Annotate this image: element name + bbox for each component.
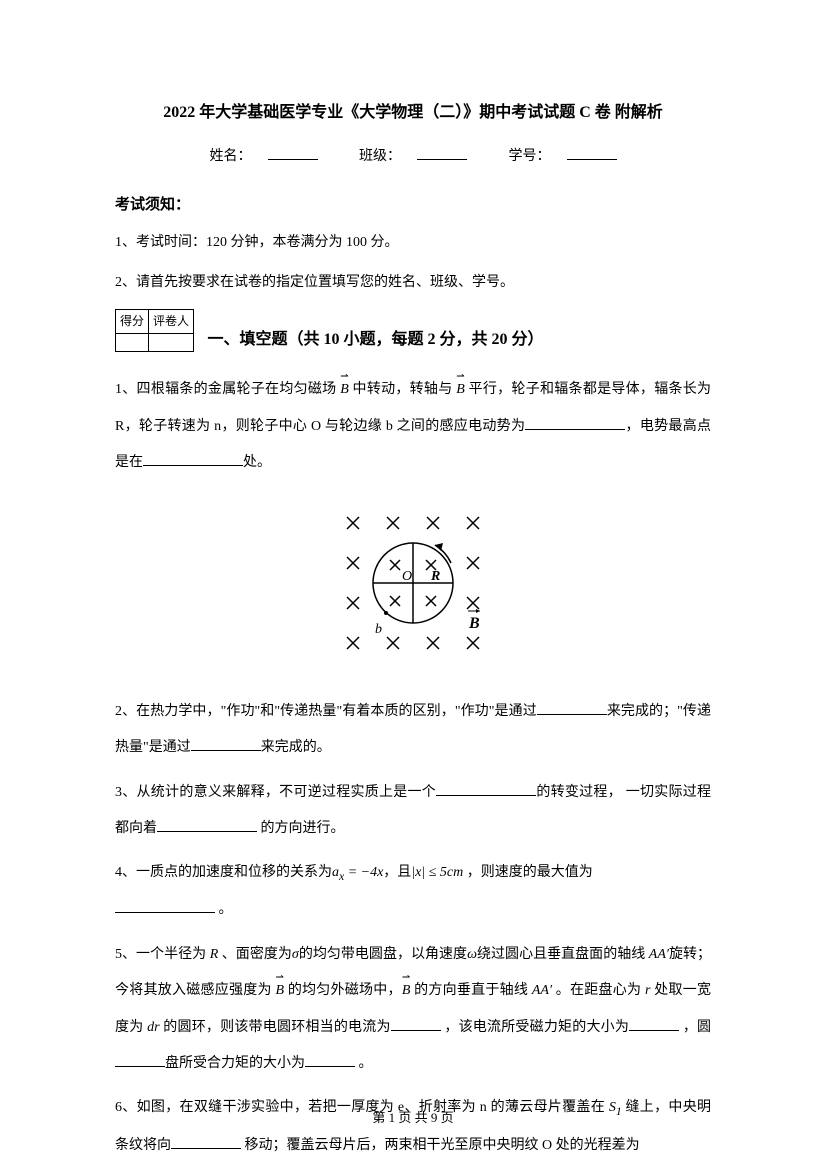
score-col-1: 得分 <box>116 309 149 333</box>
class-blank[interactable] <box>417 144 467 160</box>
score-table: 得分 评卷人 <box>115 309 194 352</box>
vector-B-1: ⇀B <box>340 372 349 408</box>
q6-blank-1[interactable] <box>171 1135 241 1149</box>
q4-text-4: 。 <box>215 902 233 917</box>
vector-B-2: ⇀B <box>456 372 465 408</box>
q3-text-1: 3、从统计的意义来解释，不可逆过程实质上是一个 <box>115 785 436 800</box>
student-info-row: 姓名： 班级： 学号： <box>115 144 711 168</box>
q1-blank-1[interactable] <box>525 416 625 430</box>
q4-text-3: ，则速度的最大值为 <box>463 865 593 880</box>
score-cell-1[interactable] <box>116 334 149 352</box>
q1-text-e: 处。 <box>243 455 271 470</box>
label-R: R <box>430 569 440 584</box>
q5-AA1: AA′ <box>649 947 669 962</box>
q5-text-3: 的均匀带电圆盘，以角速度 <box>299 947 467 962</box>
page-footer: 第 1 页 共 9 页 <box>0 1108 826 1129</box>
question-5: 5、一个半径为 R 、面密度为σ的均匀带电圆盘，以角速度ω绕过圆心且垂直盘面的轴… <box>115 937 711 1083</box>
q5-text-2: 、面密度为 <box>218 947 292 962</box>
q5-text-7: 的方向垂直于轴线 <box>410 983 532 998</box>
q5-text-4: 绕过圆心且垂直盘面的轴线 <box>477 947 649 962</box>
question-2: 2、在热力学中，"作功"和"传递热量"有着本质的区别，"作功"是通过来完成的；"… <box>115 694 711 767</box>
notice-item-1: 1、考试时间：120 分钟，本卷满分为 100 分。 <box>115 229 711 257</box>
q4-text-1: 4、一质点的加速度和位移的关系为 <box>115 865 332 880</box>
section-1-header: 得分 评卷人 一、填空题（共 10 小题，每题 2 分，共 20 分） <box>115 309 711 352</box>
vector-B-3: ⇀B <box>276 973 285 1009</box>
q1-text-b: 中转动，转轴与 <box>349 382 457 397</box>
q2-blank-2[interactable] <box>191 737 261 751</box>
q3-blank-2[interactable] <box>157 818 257 832</box>
q5-text-1: 5、一个半径为 <box>115 947 210 962</box>
section-1-title: 一、填空题（共 10 小题，每题 2 分，共 20 分） <box>208 315 544 353</box>
notice-item-2: 2、请首先按要求在试卷的指定位置填写您的姓名、班级、学号。 <box>115 269 711 297</box>
q4-text-2: ，且 <box>383 865 411 880</box>
exam-title: 2022 年大学基础医学专业《大学物理（二）》期中考试试题 C 卷 附解析 <box>115 100 711 126</box>
q2-text-3: 来完成的。 <box>261 740 331 755</box>
q5-blank-3[interactable] <box>115 1053 165 1067</box>
q3-blank-1[interactable] <box>436 782 536 796</box>
q5-text-6: 的均匀外磁场中， <box>284 983 402 998</box>
name-label: 姓名： <box>210 149 252 164</box>
label-O: O <box>402 569 412 584</box>
wheel-diagram: O R b B <box>313 493 513 673</box>
q5-omega: ω <box>467 947 477 962</box>
notice-title: 考试须知： <box>115 193 711 217</box>
q4-blank-1[interactable] <box>115 899 215 913</box>
q5-text-11: ，该电流所受磁力矩的大小为 <box>441 1020 629 1035</box>
score-box: 得分 评卷人 <box>115 309 194 352</box>
label-b: b <box>375 622 382 637</box>
q5-text-14: 。 <box>355 1056 373 1071</box>
rotation-arrow <box>435 545 451 563</box>
q5-R: R <box>210 947 219 962</box>
q1-text-a: 1、四根辐条的金属轮子在均匀磁场 <box>115 382 340 397</box>
q5-text-10: 的圆环，则该带电圆环相当的电流为 <box>160 1020 391 1035</box>
name-blank[interactable] <box>268 144 318 160</box>
id-blank[interactable] <box>567 144 617 160</box>
q5-text-8: 。在距盘心为 <box>552 983 645 998</box>
q4-expr-x: |x| ≤ 5cm <box>411 865 463 880</box>
q1-blank-2[interactable] <box>143 452 243 466</box>
id-label: 学号： <box>509 149 551 164</box>
q5-blank-4[interactable] <box>305 1053 355 1067</box>
q5-text-12: ，圆 <box>679 1020 711 1035</box>
q5-blank-1[interactable] <box>391 1017 441 1031</box>
question-4: 4、一质点的加速度和位移的关系为ax = −4x，且|x| ≤ 5cm ，则速度… <box>115 855 711 929</box>
score-col-2: 评卷人 <box>149 309 194 333</box>
score-cell-2[interactable] <box>149 334 194 352</box>
q5-text-13: 盘所受合力矩的大小为 <box>165 1056 305 1071</box>
q5-AA2: AA′ <box>532 983 552 998</box>
vector-B-arrow-head <box>476 609 480 613</box>
point-b <box>384 611 388 615</box>
q2-text-1: 2、在热力学中，"作功"和"传递热量"有着本质的区别，"作功"是通过 <box>115 704 537 719</box>
vector-B-4: ⇀B <box>402 973 411 1009</box>
label-B: B <box>468 615 480 632</box>
q5-blank-2[interactable] <box>629 1017 679 1031</box>
q5-dr: dr <box>147 1020 159 1035</box>
question-3: 3、从统计的意义来解释，不可逆过程实质上是一个的转变过程， 一切实际过程都向着 … <box>115 775 711 848</box>
q2-blank-1[interactable] <box>537 701 607 715</box>
q4-expr-a: ax = −4x <box>332 865 383 880</box>
figure-1: O R b B <box>115 493 711 681</box>
q3-text-3: 的方向进行。 <box>257 821 345 836</box>
question-1: 1、四根辐条的金属轮子在均匀磁场 ⇀B 中转动，转轴与 ⇀B 平行，轮子和辐条都… <box>115 372 711 481</box>
class-label: 班级： <box>359 149 401 164</box>
q5-sigma: σ <box>292 947 299 962</box>
q6-text-3: 移动；覆盖云母片后，两束相干光至原中央明纹 O 处的光程差为 <box>241 1138 640 1153</box>
